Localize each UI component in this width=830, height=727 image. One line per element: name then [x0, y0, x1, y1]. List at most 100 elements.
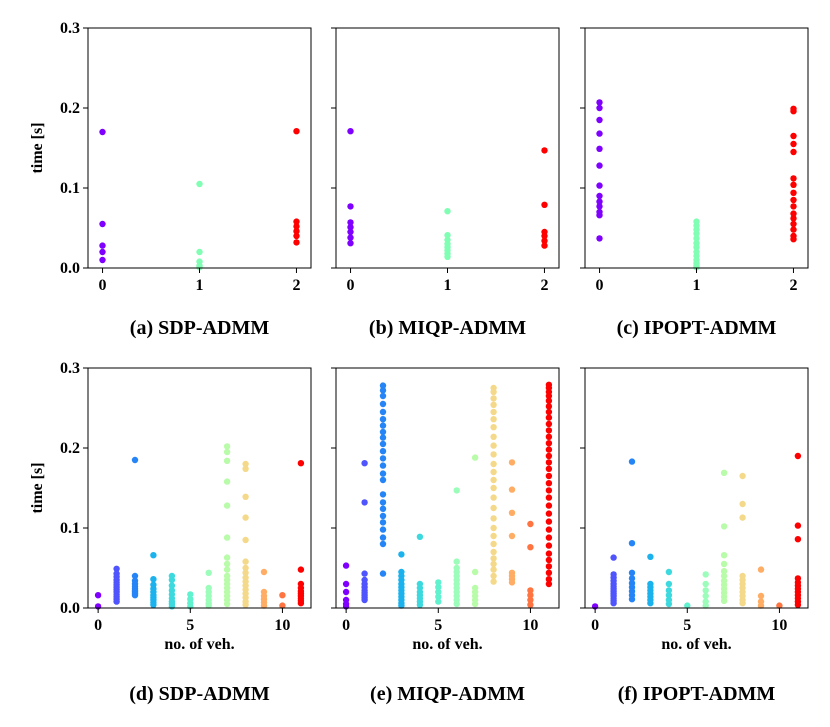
axes-frame [584, 367, 809, 609]
data-point [527, 596, 534, 604]
data-point [435, 598, 442, 605]
data-point [508, 532, 516, 540]
data-point [361, 460, 368, 467]
data-point [490, 560, 497, 568]
data-point [790, 181, 797, 188]
data-point [790, 108, 797, 115]
data-point [541, 201, 548, 208]
data-point [693, 264, 700, 271]
data-point [379, 400, 387, 408]
data-point [541, 237, 548, 244]
data-point [293, 232, 300, 240]
data-point [720, 560, 728, 568]
subplot-caption: (f) IPOPT-ADMM [618, 683, 776, 705]
data-point [757, 602, 765, 609]
data-point [361, 596, 368, 604]
data-point [379, 519, 387, 526]
data-point [757, 592, 765, 600]
data-point [508, 509, 516, 516]
data-point [545, 433, 553, 440]
data-point [490, 408, 497, 416]
data-point [790, 226, 797, 233]
subplot-3: 0 1 2 (c) IPOPT-ADMM [580, 27, 809, 339]
x-tick-label: 2 [540, 277, 548, 294]
data-point [776, 602, 783, 609]
data-point [720, 568, 728, 575]
x-axis-label: no. of veh. [661, 636, 731, 653]
data-point [739, 500, 746, 508]
data-point [260, 568, 268, 576]
data-point [720, 552, 728, 559]
data-point [545, 526, 553, 533]
data-point [628, 458, 636, 465]
data-point [150, 601, 157, 608]
data-point [545, 580, 553, 588]
data-point [361, 570, 368, 577]
data-point [223, 554, 231, 561]
data-point [379, 382, 387, 389]
data-point [379, 434, 387, 441]
data-point [347, 224, 354, 231]
data-point [720, 469, 728, 476]
data-point [94, 592, 102, 599]
y-tick-label: 0.1 [60, 180, 80, 197]
data-point [596, 182, 603, 189]
x-tick-label: 0 [596, 277, 604, 294]
data-point [790, 175, 797, 182]
data-point [545, 510, 553, 517]
data-point [379, 505, 387, 512]
data-point [527, 544, 534, 551]
data-point [242, 536, 249, 544]
data-point [379, 470, 387, 477]
data-point [596, 235, 603, 242]
data-point [693, 230, 700, 237]
data-point [168, 582, 176, 589]
data-point [416, 601, 424, 608]
data-point [435, 593, 442, 600]
data-point [596, 116, 603, 124]
data-point [596, 145, 603, 152]
data-point [545, 440, 553, 447]
data-point [545, 556, 553, 564]
data-point [545, 534, 553, 541]
data-point [347, 128, 354, 135]
data-point [702, 592, 709, 600]
data-point [293, 228, 300, 235]
data-point [205, 602, 212, 609]
subplot-2: 0 1 2 (b) MIQP-ADMM [331, 27, 560, 339]
data-point [99, 248, 106, 256]
data-point [490, 566, 497, 573]
data-point [99, 128, 106, 136]
data-point [545, 403, 553, 410]
y-axis-label: time [s] [29, 462, 46, 513]
data-point [379, 534, 387, 541]
data-point [610, 600, 617, 607]
data-point [702, 571, 709, 578]
data-point [794, 522, 802, 529]
data-point [665, 600, 673, 608]
data-point [527, 587, 534, 594]
x-tick-label: 1 [196, 277, 204, 294]
data-point [647, 600, 654, 607]
data-point [435, 584, 442, 591]
data-point [379, 455, 387, 462]
data-point [490, 578, 497, 585]
data-point [223, 502, 231, 509]
data-point [150, 552, 157, 559]
data-point [790, 148, 797, 156]
data-point [490, 515, 497, 522]
data-point [490, 524, 497, 532]
data-point [527, 592, 534, 599]
subplot-4: 0.0 0.1 0.2 0.3 0 5 10 time [s] no. of veh. (d) S… [29, 360, 312, 705]
data-point [379, 392, 387, 400]
data-point [490, 572, 497, 580]
data-point [444, 232, 451, 239]
data-point [596, 203, 603, 210]
data-point [242, 465, 249, 472]
data-point [541, 242, 548, 249]
data-point [453, 600, 460, 608]
data-point [131, 592, 139, 599]
x-axis-label: no. of veh. [164, 636, 234, 653]
x-tick-label: 1 [693, 277, 701, 294]
data-point [347, 228, 354, 236]
